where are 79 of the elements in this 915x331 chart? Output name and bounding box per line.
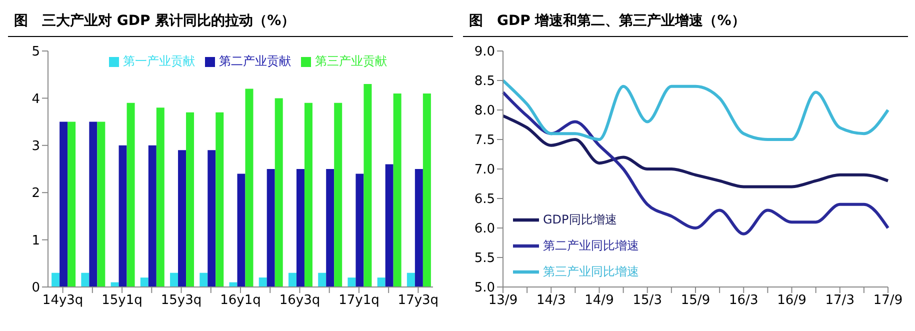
bar — [334, 102, 342, 287]
y-tick-label: 5.0 — [474, 280, 495, 296]
bar — [274, 98, 283, 287]
legend-label: 第二产业同比增速 — [543, 238, 639, 252]
bar — [385, 164, 394, 287]
y-tick-label: 1 — [32, 233, 40, 248]
bar — [406, 272, 415, 287]
x-tick-label: 17/9 — [873, 293, 903, 308]
line-series — [502, 90, 890, 236]
y-tick-label: 0 — [32, 280, 40, 296]
bar — [97, 122, 106, 287]
x-tick-label: 16/3 — [729, 293, 758, 308]
bar — [348, 278, 356, 287]
legend-label: 第三产业贡献 — [315, 54, 387, 68]
line-series — [502, 79, 890, 141]
bar — [52, 272, 60, 287]
bar — [170, 272, 178, 287]
bar — [68, 122, 76, 287]
bar — [118, 145, 127, 287]
bar — [216, 112, 224, 287]
y-tick-label: 8.0 — [474, 104, 495, 119]
y-tick-label: 7.5 — [474, 133, 495, 148]
y-tick-label: 3 — [32, 139, 40, 154]
x-tick-label: 16y3q — [279, 293, 320, 308]
x-tick-label: 14/9 — [584, 293, 614, 308]
bar — [148, 145, 156, 287]
x-tick-label: 16/9 — [777, 293, 806, 308]
x-tick-label: 17y1q — [338, 293, 380, 308]
y-tick-label: 5 — [32, 44, 40, 60]
bar — [245, 88, 254, 287]
bar — [178, 150, 186, 287]
x-tick-label: 15y1q — [102, 293, 142, 308]
bar — [304, 102, 312, 287]
bar — [356, 174, 364, 287]
legend-label: 第三产业同比增速 — [543, 264, 639, 278]
line-series — [502, 114, 890, 188]
y-tick-label: 2 — [32, 186, 40, 202]
x-tick-label: 13/9 — [488, 293, 518, 308]
bar — [140, 278, 148, 287]
legend-label: 第二产业贡献 — [219, 54, 291, 68]
x-tick-label: 15y3q — [160, 293, 202, 308]
bar — [156, 108, 164, 287]
y-tick-label: 7.0 — [474, 162, 495, 178]
bar — [60, 122, 68, 287]
legend-label: 第一产业贡献 — [123, 54, 195, 68]
chart-title: 图 GDP 增速和第二、第三产业增速（%） — [463, 8, 908, 37]
bar — [258, 278, 267, 287]
x-tick-label: 17y3q — [398, 293, 439, 308]
x-tick-label: 15/9 — [680, 293, 710, 308]
bar — [422, 93, 431, 287]
bar — [364, 84, 372, 287]
x-tick-label: 14/3 — [536, 293, 566, 308]
bar — [200, 272, 208, 287]
y-tick-label: 6.0 — [474, 222, 495, 237]
chart-title: 图 三大产业对 GDP 累计同比的拉动（%） — [8, 8, 453, 37]
x-tick-label: 17/3 — [825, 293, 854, 308]
bar — [126, 102, 135, 287]
bar — [296, 169, 304, 287]
bar — [266, 169, 275, 287]
bar — [208, 150, 216, 287]
legend-label: GDP同比增速 — [543, 212, 617, 226]
x-tick-label: 16y1q — [220, 293, 261, 308]
y-tick-label: 4 — [32, 92, 40, 107]
bar — [89, 122, 98, 287]
bar — [414, 169, 423, 287]
bar — [186, 112, 194, 287]
y-tick-label: 8.5 — [474, 74, 495, 90]
bar — [326, 169, 334, 287]
x-tick-label: 15/3 — [632, 293, 662, 308]
bar — [393, 93, 402, 287]
bar — [318, 272, 326, 287]
bar — [377, 278, 386, 287]
y-tick-label: 6.5 — [474, 192, 495, 208]
bar — [237, 174, 246, 287]
x-tick-label: 14y3q — [42, 293, 84, 308]
y-tick-label: 9.0 — [474, 44, 495, 60]
y-tick-label: 5.5 — [474, 251, 495, 266]
bar — [288, 272, 296, 287]
bar — [81, 272, 90, 287]
